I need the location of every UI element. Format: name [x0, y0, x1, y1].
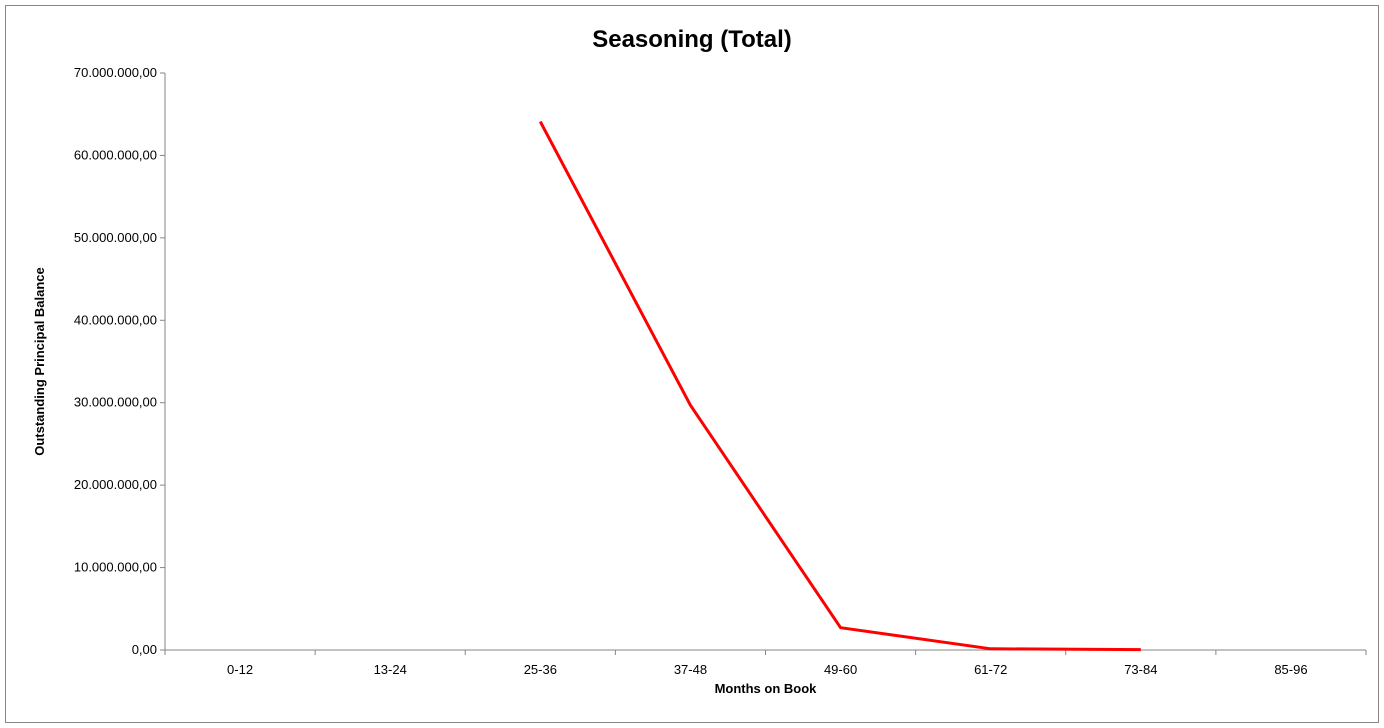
x-tick-label: 13-24	[374, 662, 407, 677]
y-tick-label: 20.000.000,00	[74, 477, 157, 492]
x-tick-label: 49-60	[824, 662, 857, 677]
x-tick-label: 73-84	[1124, 662, 1157, 677]
y-tick-label: 0,00	[132, 642, 157, 657]
x-tick-label: 25-36	[524, 662, 557, 677]
x-tick-label: 61-72	[974, 662, 1007, 677]
x-tick-label: 37-48	[674, 662, 707, 677]
chart-frame	[5, 5, 1379, 723]
y-tick-label: 60.000.000,00	[74, 147, 157, 162]
x-tick-label: 85-96	[1274, 662, 1307, 677]
y-tick-label: 30.000.000,00	[74, 395, 157, 410]
y-tick-label: 40.000.000,00	[74, 312, 157, 327]
chart-title: Seasoning (Total)	[592, 26, 792, 53]
y-tick-label: 10.000.000,00	[74, 560, 157, 575]
series-line	[538, 120, 1141, 652]
y-tick-label: 70.000.000,00	[74, 65, 157, 80]
y-axis-ticks: 0,00 10.000.000,00 20.000.000,00 30.000.000…	[74, 65, 165, 657]
x-axis-ticks: 0-12 13-24 25-36 37-48 49-60 61-72 73-84 85-96	[164, 650, 1367, 677]
y-tick-label: 50.000.000,00	[74, 230, 157, 245]
x-tick-label: 0-12	[227, 662, 253, 677]
y-axis-title: Outstanding Principal Balance	[32, 267, 47, 456]
x-axis-title: Months on Book	[715, 681, 818, 696]
series-layer	[538, 120, 1141, 652]
